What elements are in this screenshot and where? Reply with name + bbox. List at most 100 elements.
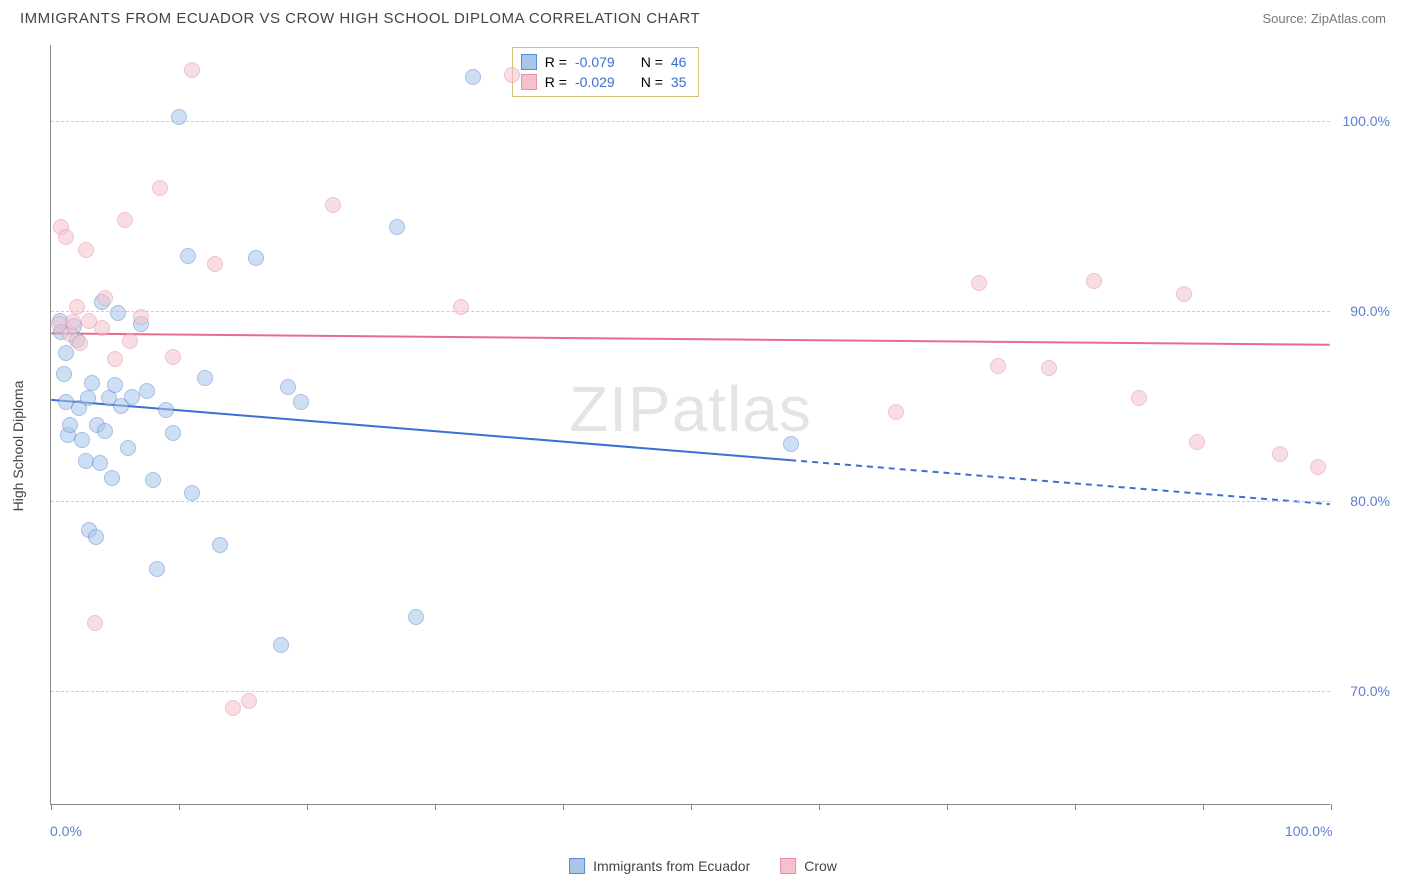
- x-axis-start-label: 0.0%: [50, 823, 82, 839]
- legend-r-label: R =: [545, 54, 567, 70]
- y-tick-label: 90.0%: [1350, 303, 1390, 319]
- scatter-point: [1272, 446, 1288, 462]
- series-legend-item: Crow: [780, 858, 837, 874]
- scatter-point: [149, 561, 165, 577]
- scatter-point: [783, 436, 799, 452]
- legend-n-value: 46: [671, 54, 687, 70]
- scatter-point: [56, 366, 72, 382]
- scatter-point: [72, 335, 88, 351]
- y-tick-label: 80.0%: [1350, 493, 1390, 509]
- series-legend-label: Crow: [804, 858, 837, 874]
- gridline: [51, 691, 1330, 692]
- scatter-point: [212, 537, 228, 553]
- scatter-point: [241, 693, 257, 709]
- legend-swatch: [780, 858, 796, 874]
- x-tick-mark: [1203, 804, 1204, 810]
- gridline: [51, 121, 1330, 122]
- legend-r-label: R =: [545, 74, 567, 90]
- gridline: [51, 501, 1330, 502]
- legend-swatch: [521, 54, 537, 70]
- scatter-point: [171, 109, 187, 125]
- scatter-point: [184, 62, 200, 78]
- series-legend-label: Immigrants from Ecuador: [593, 858, 750, 874]
- correlation-legend: R = -0.079 N = 46 R = -0.029 N = 35: [512, 47, 700, 97]
- scatter-point: [78, 242, 94, 258]
- scatter-point: [107, 377, 123, 393]
- scatter-point: [133, 309, 149, 325]
- scatter-point: [80, 390, 96, 406]
- scatter-point: [184, 485, 200, 501]
- scatter-point: [1176, 286, 1192, 302]
- scatter-point: [273, 637, 289, 653]
- x-tick-mark: [947, 804, 948, 810]
- legend-r-value: -0.079: [575, 54, 615, 70]
- scatter-point: [97, 290, 113, 306]
- scatter-point: [165, 425, 181, 441]
- scatter-point: [84, 375, 100, 391]
- scatter-point: [408, 609, 424, 625]
- y-tick-label: 100.0%: [1343, 113, 1390, 129]
- scatter-point: [990, 358, 1006, 374]
- scatter-point: [325, 197, 341, 213]
- scatter-point: [145, 472, 161, 488]
- trend-line-dashed: [790, 460, 1329, 504]
- x-tick-mark: [563, 804, 564, 810]
- scatter-point: [158, 402, 174, 418]
- scatter-point: [124, 389, 140, 405]
- scatter-point: [58, 345, 74, 361]
- legend-r-value: -0.029: [575, 74, 615, 90]
- scatter-point: [104, 470, 120, 486]
- x-tick-mark: [1331, 804, 1332, 810]
- scatter-point: [87, 615, 103, 631]
- scatter-point: [225, 700, 241, 716]
- scatter-point: [1310, 459, 1326, 475]
- x-tick-mark: [819, 804, 820, 810]
- x-tick-mark: [1075, 804, 1076, 810]
- scatter-point: [97, 423, 113, 439]
- legend-swatch: [521, 74, 537, 90]
- scatter-point: [280, 379, 296, 395]
- scatter-point: [180, 248, 196, 264]
- scatter-point: [1131, 390, 1147, 406]
- scatter-point: [248, 250, 264, 266]
- scatter-point: [74, 432, 90, 448]
- scatter-point: [92, 455, 108, 471]
- scatter-point: [1041, 360, 1057, 376]
- legend-n-value: 35: [671, 74, 687, 90]
- scatter-point: [197, 370, 213, 386]
- scatter-point: [65, 314, 81, 330]
- x-tick-mark: [435, 804, 436, 810]
- scatter-point: [453, 299, 469, 315]
- scatter-point: [62, 417, 78, 433]
- chart-title: IMMIGRANTS FROM ECUADOR VS CROW HIGH SCH…: [20, 10, 700, 27]
- scatter-point: [58, 229, 74, 245]
- scatter-point: [888, 404, 904, 420]
- scatter-point: [139, 383, 155, 399]
- y-tick-label: 70.0%: [1350, 683, 1390, 699]
- trend-line: [51, 333, 1329, 344]
- x-tick-mark: [179, 804, 180, 810]
- scatter-point: [69, 299, 85, 315]
- scatter-point: [120, 440, 136, 456]
- x-axis-end-label: 100.0%: [1285, 823, 1332, 839]
- series-legend-item: Immigrants from Ecuador: [569, 858, 750, 874]
- correlation-legend-row: R = -0.079 N = 46: [521, 52, 687, 72]
- scatter-chart: ZIPatlas R =-0.079N =46R =-0.029N =35 70…: [50, 45, 1330, 805]
- gridline: [51, 311, 1330, 312]
- scatter-point: [504, 67, 520, 83]
- x-tick-mark: [307, 804, 308, 810]
- legend-n-label: N =: [641, 74, 663, 90]
- scatter-point: [107, 351, 123, 367]
- correlation-legend-row: R = -0.029 N = 35: [521, 72, 687, 92]
- scatter-point: [207, 256, 223, 272]
- scatter-point: [122, 333, 138, 349]
- scatter-point: [465, 69, 481, 85]
- scatter-point: [117, 212, 133, 228]
- scatter-point: [152, 180, 168, 196]
- scatter-point: [1189, 434, 1205, 450]
- scatter-point: [1086, 273, 1102, 289]
- series-legend: Immigrants from Ecuador Crow: [569, 858, 837, 874]
- legend-n-label: N =: [641, 54, 663, 70]
- x-tick-mark: [51, 804, 52, 810]
- scatter-point: [94, 320, 110, 336]
